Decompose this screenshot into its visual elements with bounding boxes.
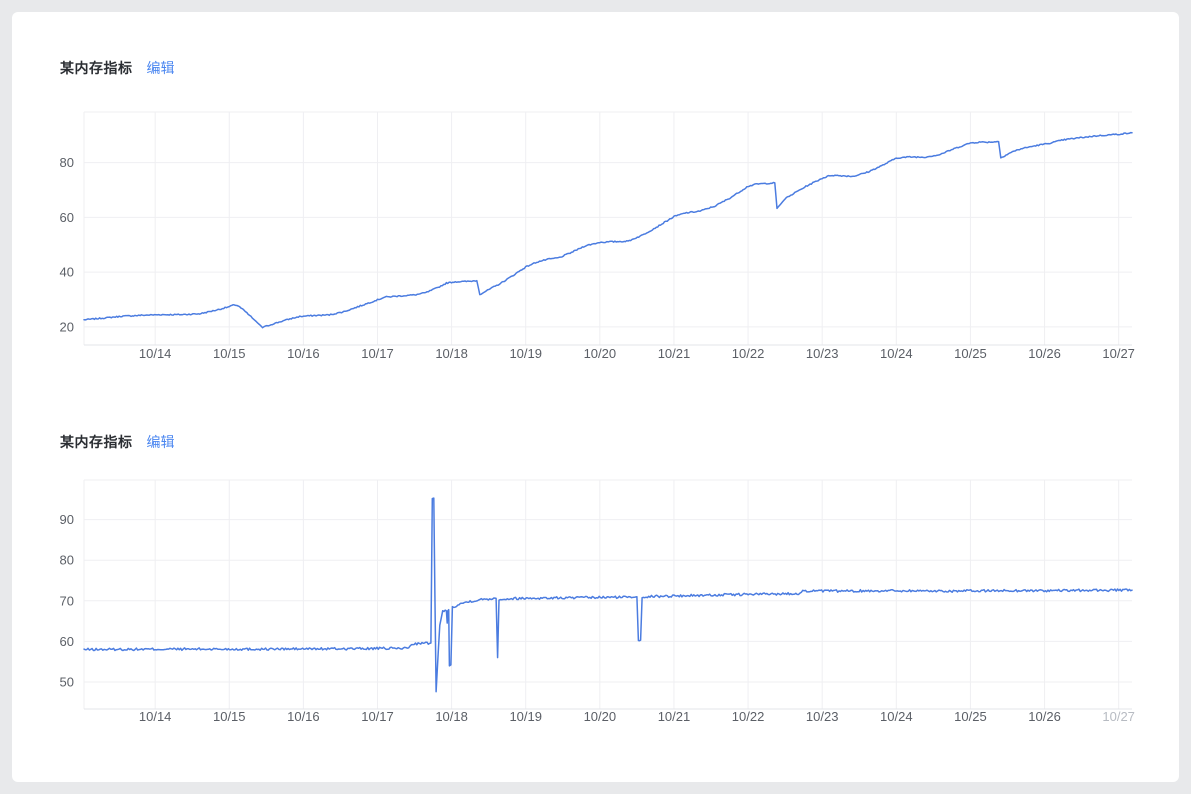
x-tick-label: 10/15 <box>213 709 246 724</box>
x-tick-label: 10/27 <box>1102 709 1135 724</box>
x-tick-label: 10/22 <box>732 709 765 724</box>
y-tick-label: 80 <box>60 155 74 170</box>
x-tick-label: 10/14 <box>139 709 172 724</box>
x-tick-label: 10/17 <box>361 709 394 724</box>
x-tick-label: 10/16 <box>287 346 320 361</box>
x-tick-label: 10/14 <box>139 346 172 361</box>
y-tick-label: 70 <box>60 593 74 608</box>
y-tick-label: 80 <box>60 553 74 568</box>
x-tick-label: 10/15 <box>213 346 246 361</box>
x-tick-label: 10/24 <box>880 346 913 361</box>
x-tick-label: 10/21 <box>658 346 691 361</box>
x-tick-label: 10/18 <box>435 346 468 361</box>
x-tick-label: 10/16 <box>287 709 320 724</box>
y-tick-label: 90 <box>60 512 74 527</box>
x-tick-label: 10/20 <box>584 346 617 361</box>
series-line[interactable] <box>83 131 1133 329</box>
x-tick-label: 10/25 <box>954 709 987 724</box>
chart-2-edit-link[interactable]: 编辑 <box>146 434 175 450</box>
dashboard-card: 某内存指标 编辑 20 40 60 80 10/14 10/15 10/16 10/17 10/… <box>12 12 1179 782</box>
y-tick-label: 20 <box>60 319 74 334</box>
x-tick-label: 10/25 <box>954 346 987 361</box>
y-tick-label: 40 <box>60 265 74 280</box>
x-tick-label: 10/24 <box>880 709 913 724</box>
x-tick-label: 10/26 <box>1028 346 1061 361</box>
x-tick-label: 10/17 <box>361 346 394 361</box>
x-tick-label: 10/21 <box>658 709 691 724</box>
x-tick-label: 10/19 <box>509 709 542 724</box>
y-tick-label: 60 <box>60 210 74 225</box>
x-tick-label: 10/18 <box>435 709 468 724</box>
memory-metric-line-chart-2[interactable]: 50 60 70 80 90 10/14 10/15 10/16 10/17 10/18 10/19… <box>12 465 1179 737</box>
x-tick-label: 10/22 <box>732 346 765 361</box>
chart-2-title: 某内存指标 <box>60 434 133 450</box>
memory-metric-line-chart-1[interactable]: 20 40 60 80 10/14 10/15 10/16 10/17 10/18 10/19 10… <box>12 100 1179 372</box>
y-tick-label: 50 <box>60 674 74 689</box>
chart-1-edit-link[interactable]: 编辑 <box>146 60 175 76</box>
x-tick-label: 10/27 <box>1102 346 1135 361</box>
x-tick-label: 10/23 <box>806 346 839 361</box>
x-tick-label: 10/26 <box>1028 709 1061 724</box>
chart-1-title: 某内存指标 <box>60 60 133 76</box>
x-tick-label: 10/20 <box>584 709 617 724</box>
x-tick-label: 10/19 <box>509 346 542 361</box>
chart-1-header: 某内存指标 编辑 <box>60 58 175 78</box>
chart-2-header: 某内存指标 编辑 <box>60 432 175 452</box>
y-tick-label: 60 <box>60 634 74 649</box>
series-line[interactable] <box>83 497 1133 693</box>
x-tick-label: 10/23 <box>806 709 839 724</box>
